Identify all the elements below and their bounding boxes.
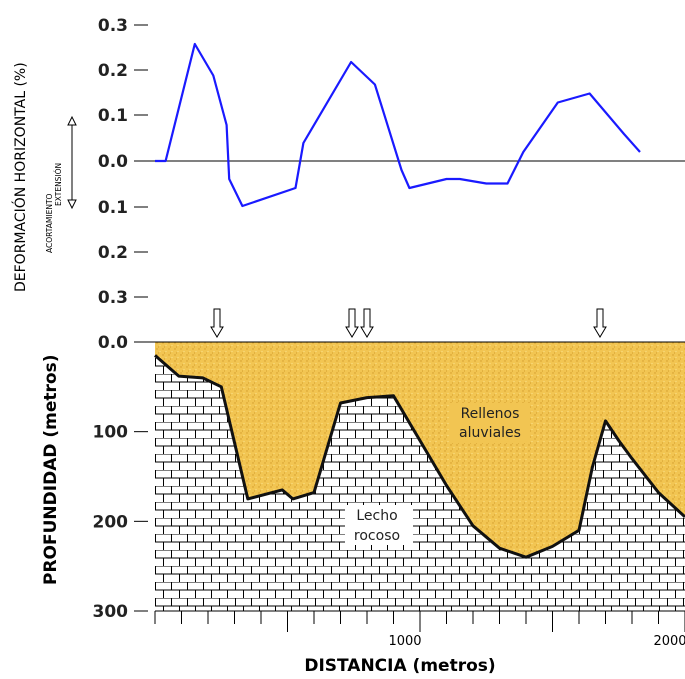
distance-x-ticks <box>154 611 685 632</box>
strain-series-line <box>155 42 641 208</box>
bedrock-label-line2: rocoso <box>354 528 400 544</box>
extension-label: EXTENSIÓN <box>54 163 63 206</box>
bedrock-label-line1: Lecho <box>356 508 397 524</box>
alluvium-label-line1: Rellenos <box>461 406 520 422</box>
strain-y-tick-label: 0.2 <box>98 243 128 263</box>
depth-y-tick-labels: 0.0 100 200 300 <box>93 333 129 622</box>
depth-y-tick-label: 100 <box>93 423 129 443</box>
depth-y-tick-label: 300 <box>93 602 129 622</box>
surface-arrow-icons <box>210 308 607 338</box>
depth-profile-chart: 0.0 100 200 300 1000 2000 Rellenos aluviales… <box>41 308 685 676</box>
strain-y-tick-label: 0.1 <box>98 106 128 126</box>
strain-y-tick-label: 0.3 <box>98 288 128 308</box>
distance-x-tick-label: 2000 <box>653 634 685 649</box>
strain-y-tick-label: 0.2 <box>98 61 128 81</box>
distance-axis-title: DISTANCIA (metros) <box>304 656 495 676</box>
distance-x-tick-labels: 1000 2000 <box>388 634 685 649</box>
down-arrow-icon <box>345 308 359 338</box>
depth-y-tick-label: 200 <box>93 512 129 532</box>
bedrock-label-bg <box>345 505 413 545</box>
alluvium-label-bg <box>450 403 530 443</box>
strain-y-tick-label: 0.1 <box>98 198 128 218</box>
strain-y-tick-label: 0.0 <box>98 152 128 172</box>
strain-axis-title: DEFORMACIÓN HORIZONTAL (%) <box>11 62 29 292</box>
bedrock-surface-line <box>154 354 685 559</box>
down-arrow-icon <box>360 308 374 338</box>
strain-y-tick-labels: 0.3 0.2 0.1 0.0 0.1 0.2 0.3 <box>98 16 128 308</box>
alluvium-label-line2: aluviales <box>459 425 521 441</box>
down-arrow-icon <box>210 308 224 338</box>
alluvium-fill <box>155 342 685 558</box>
strain-y-tick-label: 0.3 <box>98 16 128 36</box>
down-arrow-icon <box>593 308 607 338</box>
shortening-label: ACORTAMIENTO <box>45 193 54 253</box>
distance-x-tick-label: 1000 <box>388 634 421 649</box>
direction-arrow-icon <box>67 115 77 210</box>
depth-y-ticks <box>134 341 148 612</box>
strain-chart: 0.3 0.2 0.1 0.0 0.1 0.2 0.3 DEFORMACIÓN HORIZO… <box>11 16 685 308</box>
depth-axis-title: PROFUNDIDAD (metros) <box>41 355 61 585</box>
depth-y-tick-label: 0.0 <box>98 333 128 353</box>
